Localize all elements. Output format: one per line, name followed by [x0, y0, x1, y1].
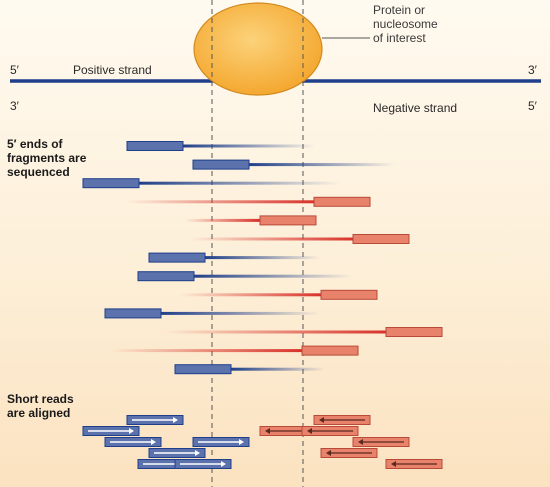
fragment-tail: [190, 237, 353, 241]
fragment-read-box: [126, 141, 184, 151]
fragment-read-box: [104, 308, 162, 319]
arrowhead-icon: [195, 450, 200, 456]
negative-strand-5prime: 5′: [528, 99, 537, 113]
aligned-read-positive: [148, 448, 206, 458]
arrowhead-icon: [151, 439, 156, 445]
aligned-read-positive: [174, 459, 232, 469]
aligned-read-positive: [82, 426, 140, 436]
fragment-tail: [180, 293, 321, 297]
fragment-read-box: [174, 364, 232, 375]
arrowhead-icon: [129, 428, 134, 434]
fragment-positive: [82, 178, 340, 189]
fragment-positive: [148, 252, 320, 263]
aligned-read-negative: [320, 448, 378, 458]
fragment-tail: [139, 181, 340, 185]
negative-strand-label: Negative strand: [373, 101, 458, 115]
arrowhead-icon: [307, 428, 312, 434]
aligned-read-negative: [313, 415, 371, 425]
fragment-tail: [205, 256, 320, 260]
arrowhead-icon: [265, 428, 270, 434]
fragment-negative: [125, 196, 371, 207]
fragment-positive: [126, 141, 315, 151]
fragment-tail: [194, 274, 352, 278]
fragment-group: [82, 141, 443, 375]
arrowhead-icon: [326, 450, 331, 456]
protein-label: Protein or nucleosome of interest: [373, 3, 438, 45]
fragment-positive: [192, 159, 395, 170]
arrowhead-icon: [239, 439, 244, 445]
fragment-negative: [190, 234, 410, 244]
fragment-negative: [180, 289, 378, 300]
fragment-read-box: [148, 252, 206, 263]
arrowhead-icon: [391, 461, 396, 467]
fragment-tail: [125, 200, 314, 204]
fragment-read-box: [301, 345, 359, 356]
fragment-positive: [104, 308, 320, 319]
fragment-read-box: [352, 234, 410, 244]
section-sequenced-label: 5′ ends of fragments are sequenced: [7, 137, 87, 179]
fragment-read-box: [313, 196, 371, 207]
fragment-tail: [185, 218, 260, 222]
aligned-read-negative: [301, 426, 359, 436]
arrowhead-icon: [221, 461, 226, 467]
fragment-tail: [249, 163, 395, 167]
fragment-read-box: [137, 271, 195, 282]
fragment-negative: [165, 327, 443, 337]
aligned-read-negative: [385, 459, 443, 469]
fragment-tail: [165, 330, 386, 334]
arrowhead-icon: [173, 417, 178, 423]
section-aligned-label: Short reads are aligned: [7, 392, 74, 420]
fragment-tail: [110, 349, 302, 353]
fragment-negative: [185, 215, 317, 226]
aligned-read-negative: [352, 437, 410, 447]
arrowhead-icon: [319, 417, 324, 423]
fragment-positive: [137, 271, 352, 282]
aligned-read-positive: [126, 415, 184, 425]
arrowhead-icon: [358, 439, 363, 445]
fragment-read-box: [385, 327, 443, 337]
positive-strand-3prime: 3′: [528, 63, 537, 77]
fragment-tail: [183, 144, 315, 148]
fragment-tail: [231, 367, 325, 371]
aligned-read-positive: [192, 437, 250, 447]
fragment-positive: [174, 364, 325, 375]
positive-strand-5prime: 5′: [10, 63, 19, 77]
fragment-read-box: [259, 215, 317, 226]
positive-strand-label: Positive strand: [73, 63, 152, 77]
fragment-tail: [161, 311, 320, 315]
fragment-negative: [110, 345, 359, 356]
aligned-read-group: [82, 415, 443, 469]
fragment-read-box: [82, 178, 140, 189]
negative-strand-3prime: 3′: [10, 99, 19, 113]
protein-blob: [193, 2, 323, 96]
fragment-read-box: [192, 159, 250, 170]
aligned-read-positive: [104, 437, 162, 447]
fragment-read-box: [320, 289, 378, 300]
